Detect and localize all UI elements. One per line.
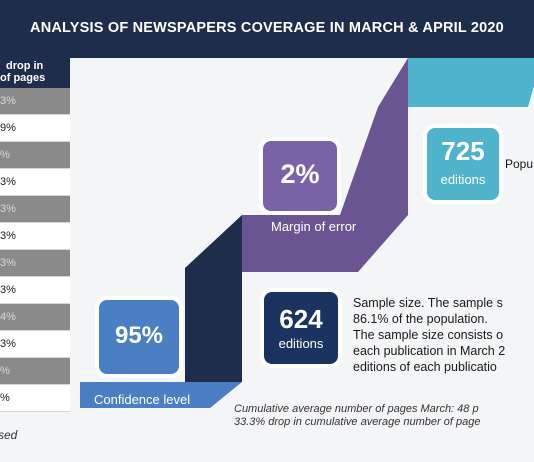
pages-table: drop in of pages 3% 9% % 3% 3% 3% 3% 3% … [0,58,70,412]
margin-label: Margin of error [271,219,357,234]
sample-box: 624 editions [264,292,338,364]
table-header-line1: drop in [6,60,44,72]
table-row: % [0,142,70,169]
margin-box: 2% [263,141,337,211]
table-row: 3% [0,196,70,223]
confidence-band [80,382,242,408]
sample-desc-line: 86.1% of the population. [353,312,488,326]
confidence-label: Confidence level [94,392,191,407]
margin-value: 2% [280,159,320,189]
population-band [408,58,534,107]
table-row: 3% [0,223,70,250]
table-row: 3% [0,169,70,196]
table-row: % [0,358,70,385]
sample-desc-line: The sample size consists o [353,328,504,342]
population-box: 725 editions [427,128,499,200]
table-row: 3% [0,250,70,277]
table-row: 3% [0,88,70,115]
margin-band [242,58,408,272]
pages-note: Cumulative average number of pages March… [234,403,480,429]
sample-desc-line: Sample size. The sample s [353,296,503,310]
sample-description: Sample size. The sample s 86.1% of the p… [353,295,505,375]
confidence-box: 95% [99,300,179,374]
sample-value: 624 [279,304,323,334]
note-line: Cumulative average number of pages March… [234,403,479,415]
note-line: 33.3% drop in cumulative average number … [234,416,481,428]
footnote: sed [0,428,18,442]
title-bar [0,0,534,58]
table-row: % [0,385,70,412]
connector-band [185,215,242,382]
population-label: Popu [505,157,534,171]
population-unit: editions [440,172,486,187]
table-row: 3% [0,331,70,358]
confidence-value: 95% [114,322,164,349]
sample-desc-line: editions of each publicatio [353,360,497,374]
table-row: 9% [0,115,70,142]
sample-unit: editions [278,336,324,351]
table-row: 3% [0,277,70,304]
table-header: drop in of pages [0,58,70,88]
population-value: 725 [441,136,485,166]
table-row: 4% [0,304,70,331]
page-title: ANALYSIS OF NEWSPAPERS COVERAGE IN MARCH… [30,20,504,36]
sample-desc-line: each publication in March 2 [353,344,506,358]
table-header-line2: of pages [0,72,46,84]
